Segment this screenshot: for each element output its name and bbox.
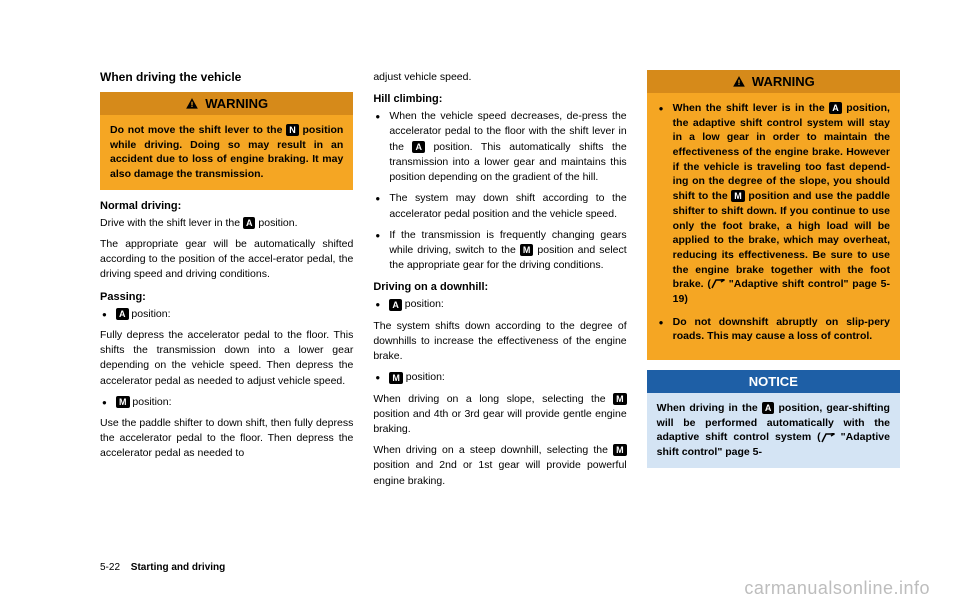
column-middle: adjust vehicle speed. Hill climbing: Whe… <box>373 70 626 495</box>
sub-heading: Passing: <box>100 291 353 303</box>
body-text: Fully depress the accelerator pedal to t… <box>100 328 353 389</box>
list-item: If the transmission is frequently changi… <box>373 228 626 274</box>
list-item: A position: <box>373 297 626 312</box>
sub-heading: Normal driving: <box>100 200 353 212</box>
warning-body: Do not move the shift lever to the N pos… <box>100 115 353 190</box>
body-text: The appropriate gear will be automatical… <box>100 237 353 283</box>
gear-badge-a: A <box>412 141 425 153</box>
column-right: WARNING When the shift lever is in the A… <box>647 70 900 495</box>
list-item: The system may down shift according to t… <box>373 191 626 221</box>
column-left: When driving the vehicle WARNING Do not … <box>100 70 353 495</box>
gear-badge-m: M <box>731 190 745 202</box>
list-item: M position: <box>100 395 353 410</box>
bullet-list: M position: <box>373 370 626 385</box>
body-text: adjust vehicle speed. <box>373 70 626 85</box>
warning-body: When the shift lever is in the A positio… <box>647 93 900 360</box>
section-heading: When driving the vehicle <box>100 70 353 84</box>
gear-badge-m: M <box>389 372 403 384</box>
gear-badge-a: A <box>829 102 842 114</box>
gear-badge-a: A <box>116 308 129 320</box>
list-item: Do not downshift abruptly on slip-pery r… <box>657 315 890 344</box>
list-item: A position: <box>100 307 353 322</box>
footer-title: Starting and driving <box>131 562 225 573</box>
warning-header: WARNING <box>100 92 353 115</box>
notice-body: When driving in the A position, gear-shi… <box>647 393 900 468</box>
warning-header: WARNING <box>647 70 900 93</box>
bullet-list: A position: <box>373 297 626 312</box>
warning-triangle-icon <box>185 97 199 111</box>
notice-header: NOTICE <box>647 370 900 393</box>
body-text: Drive with the shift lever in the A posi… <box>100 216 353 231</box>
sub-heading: Hill climbing: <box>373 93 626 105</box>
reference-icon <box>711 279 725 289</box>
gear-badge-a: A <box>762 402 775 414</box>
notice-box: NOTICE When driving in the A position, g… <box>647 370 900 468</box>
gear-badge-m: M <box>116 396 130 408</box>
body-text: When driving on a long slope, selecting … <box>373 392 626 438</box>
gear-badge-m: M <box>613 393 627 405</box>
sub-heading: Driving on a downhill: <box>373 281 626 293</box>
warning-title: WARNING <box>752 74 815 89</box>
gear-badge-a: A <box>243 217 256 229</box>
list-item: M position: <box>373 370 626 385</box>
warning-triangle-icon <box>732 75 746 89</box>
gear-badge-n: N <box>286 124 299 136</box>
body-text: When driving on a steep downhill, select… <box>373 443 626 489</box>
bullet-list: When the vehicle speed decreases, de-pre… <box>373 109 626 273</box>
warning-box: WARNING When the shift lever is in the A… <box>647 70 900 360</box>
page-content: When driving the vehicle WARNING Do not … <box>0 0 960 535</box>
warning-box: WARNING Do not move the shift lever to t… <box>100 92 353 190</box>
list-item: When the shift lever is in the A positio… <box>657 101 890 307</box>
page-footer: 5-22 Starting and driving <box>100 562 225 573</box>
gear-badge-m: M <box>613 444 627 456</box>
watermark: carmanualsonline.info <box>744 578 930 599</box>
body-text: The system shifts down according to the … <box>373 319 626 365</box>
list-item: When the vehicle speed decreases, de-pre… <box>373 109 626 185</box>
bullet-list: A position: <box>100 307 353 322</box>
bullet-list: M position: <box>100 395 353 410</box>
warning-bullet-list: When the shift lever is in the A positio… <box>657 101 890 344</box>
gear-badge-a: A <box>389 299 402 311</box>
page-number: 5-22 <box>100 562 120 573</box>
reference-icon <box>821 433 835 443</box>
body-text: Use the paddle shifter to down shift, th… <box>100 416 353 462</box>
gear-badge-m: M <box>520 244 534 256</box>
warning-title: WARNING <box>205 96 268 111</box>
